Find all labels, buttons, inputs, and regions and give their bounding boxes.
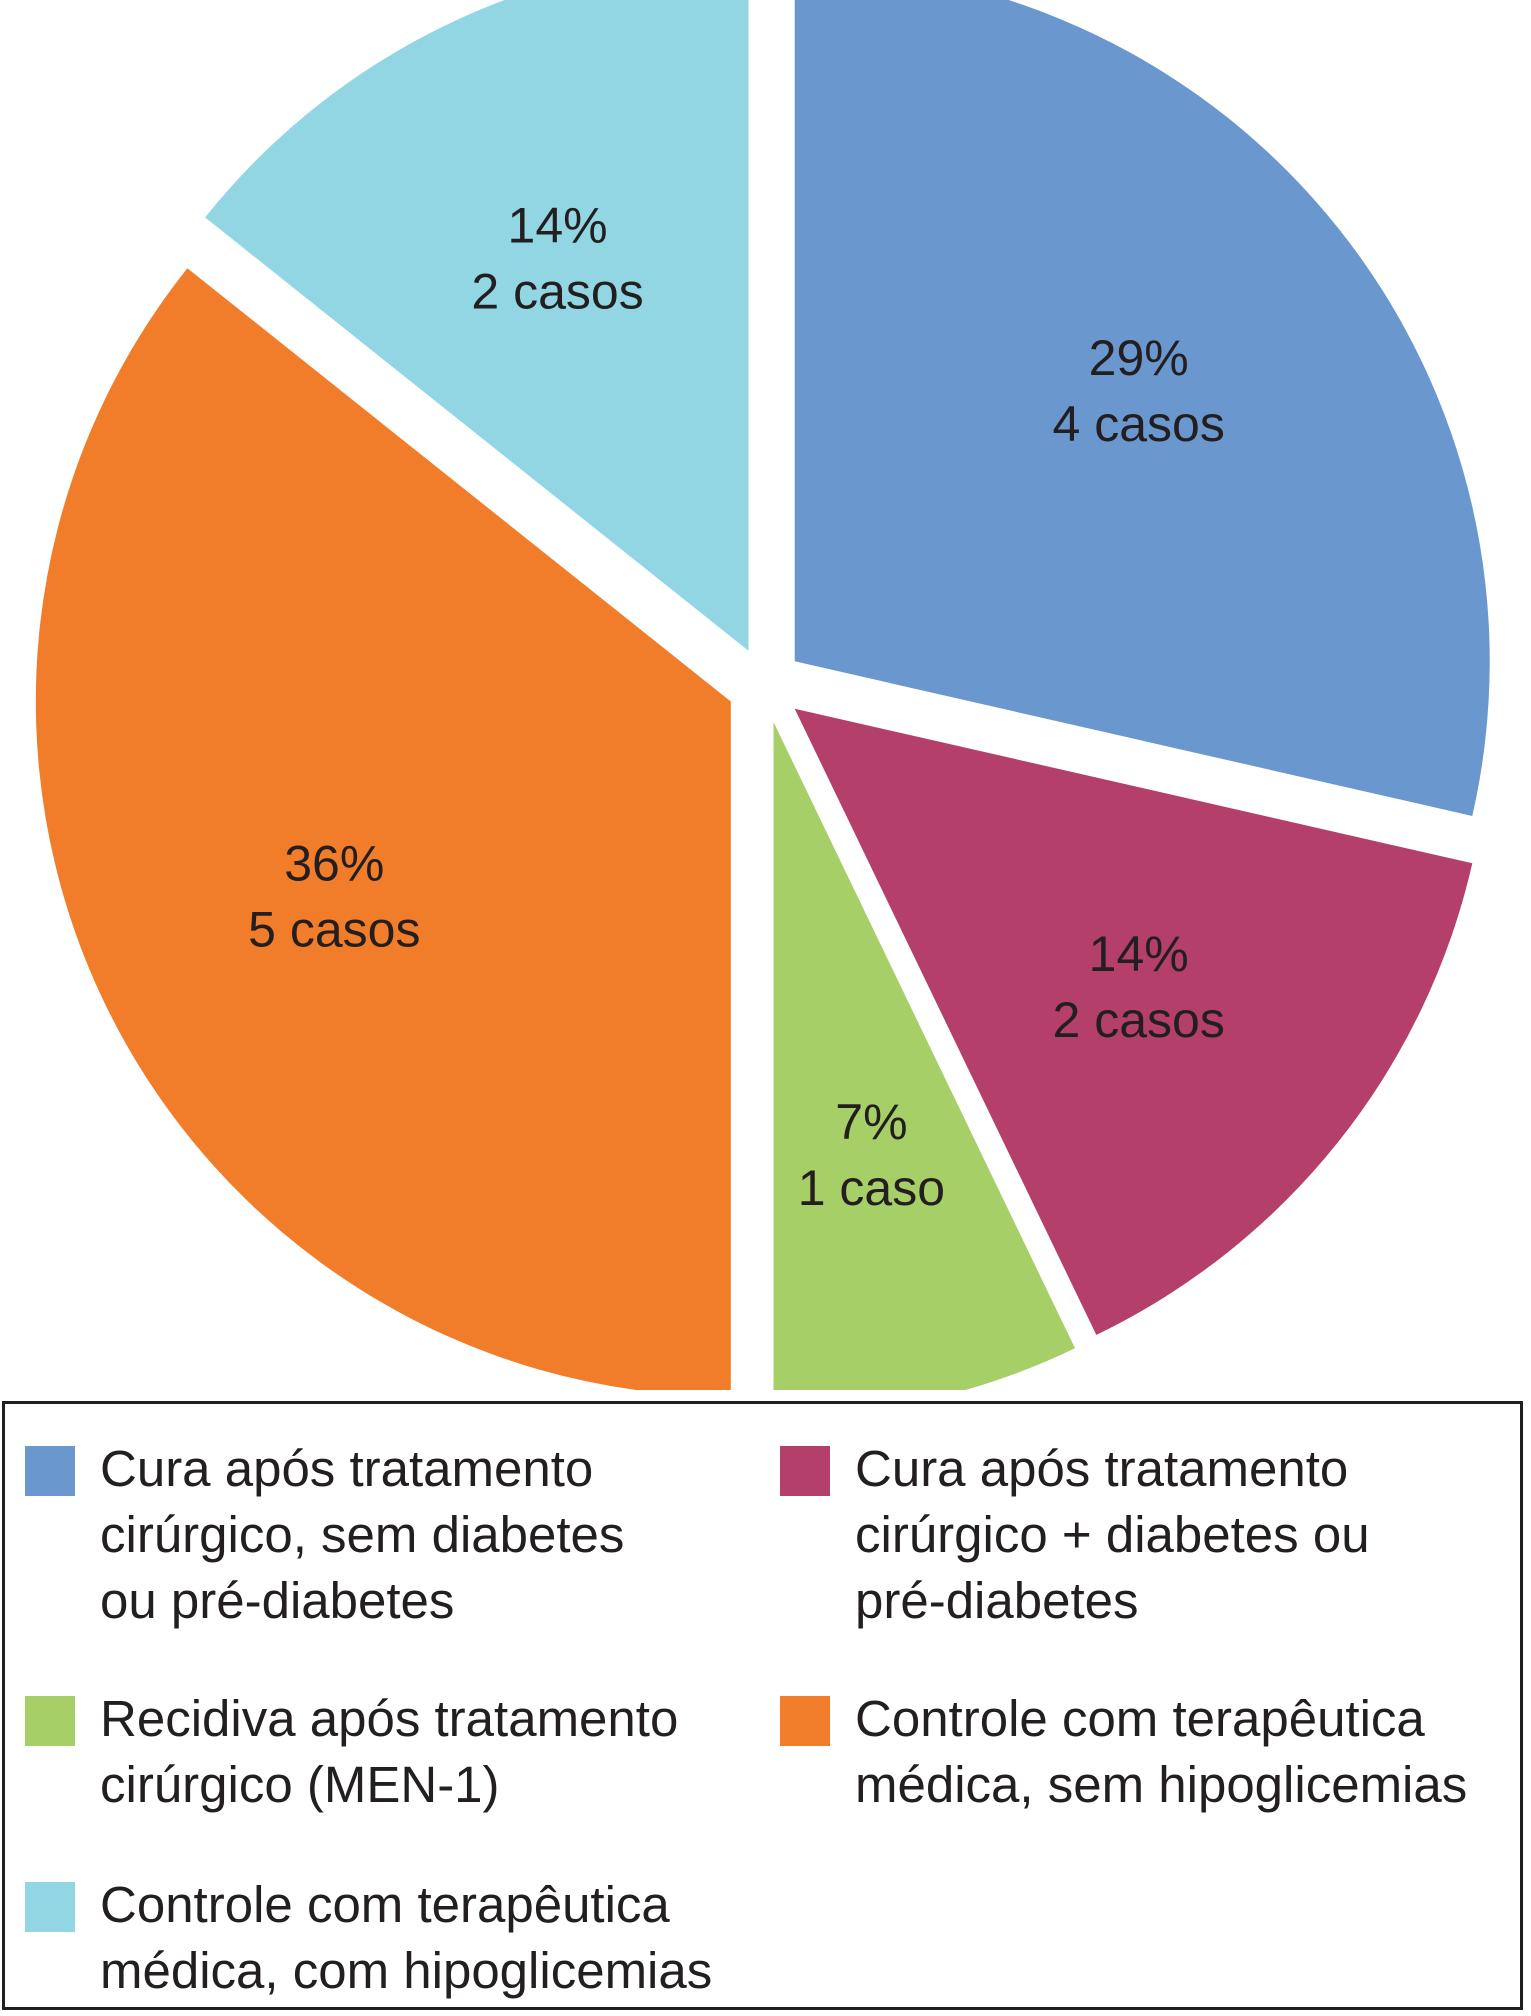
legend: Cura após tratamento cirúrgico, sem diab… xyxy=(2,1401,1523,2010)
slice-cases-label-4: 2 casos xyxy=(471,263,643,319)
legend-swatch-1 xyxy=(780,1446,830,1496)
legend-label-3: Controle com terapêutica médica, sem hip… xyxy=(855,1690,1468,1813)
legend-label-1: Cura após tratamento cirúrgico + diabete… xyxy=(855,1440,1370,1629)
pie-slice-1 xyxy=(794,708,1473,1335)
slice-percent-label-2: 7% xyxy=(835,1094,907,1150)
slice-percent-label-3: 36% xyxy=(284,835,384,891)
pie-slice-2 xyxy=(773,722,1075,1390)
slice-percent-label-4: 14% xyxy=(508,197,608,253)
legend-label-2: Recidiva após tratamento cirúrgico (MEN-… xyxy=(100,1690,679,1813)
pie-chart: 29% 4 casos 14% 2 casos 7% 1 caso 36% 5 casos 14… xyxy=(35,0,1490,1390)
pie-slice-4 xyxy=(205,0,749,651)
slice-percent-label-1: 14% xyxy=(1089,926,1189,982)
legend-item-3: Controle com terapêutica médica, sem hip… xyxy=(780,1686,1467,1818)
pie-slice-0 xyxy=(794,0,1490,816)
legend-label-0: Cura após tratamento cirúrgico, sem diab… xyxy=(100,1440,625,1629)
slice-cases-label-0: 4 casos xyxy=(1053,396,1225,452)
legend-swatch-2 xyxy=(25,1696,75,1746)
legend-item-4: Controle com terapêutica médica, com hip… xyxy=(25,1872,712,2004)
slice-cases-label-1: 2 casos xyxy=(1053,992,1225,1048)
pie-slice-3 xyxy=(35,268,731,1390)
legend-item-0: Cura após tratamento cirúrgico, sem diab… xyxy=(25,1436,624,1634)
slice-cases-label-2: 1 caso xyxy=(798,1160,945,1216)
legend-label-4: Controle com terapêutica médica, com hip… xyxy=(100,1876,713,1999)
slice-cases-label-3: 5 casos xyxy=(248,901,420,957)
slice-percent-label-0: 29% xyxy=(1089,330,1189,386)
legend-swatch-0 xyxy=(25,1446,75,1496)
legend-swatch-4 xyxy=(25,1882,75,1932)
legend-swatch-3 xyxy=(780,1696,830,1746)
legend-item-2: Recidiva após tratamento cirúrgico (MEN-… xyxy=(25,1686,678,1818)
legend-item-1: Cura após tratamento cirúrgico + diabete… xyxy=(780,1436,1370,1634)
